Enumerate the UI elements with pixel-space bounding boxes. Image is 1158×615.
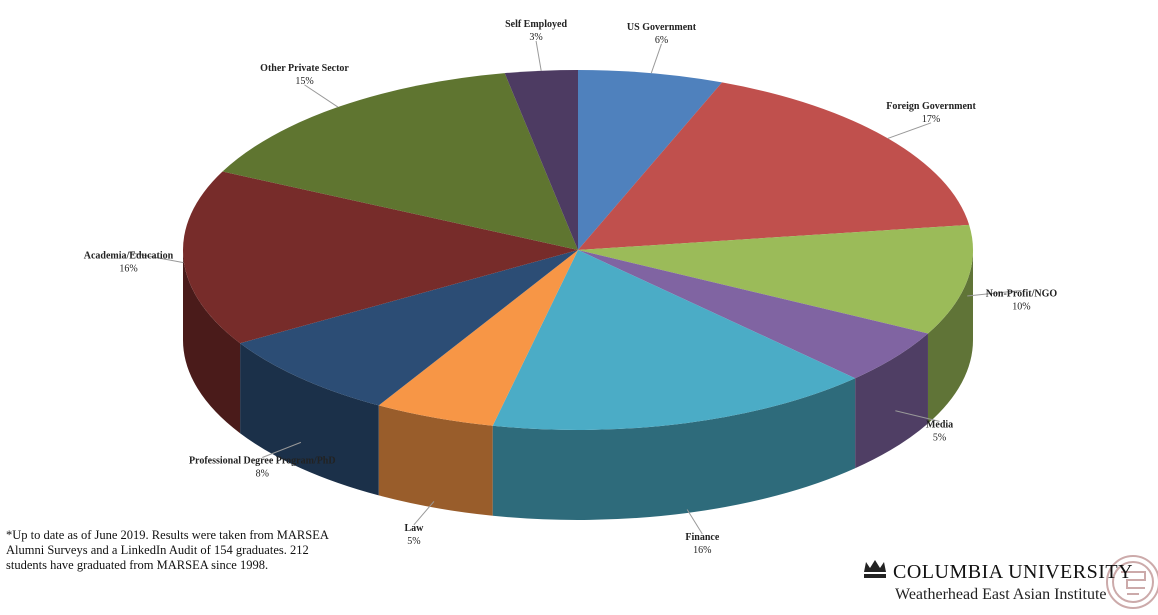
- value-label: 16%: [119, 263, 137, 274]
- logo-university: COLUMBIA UNIVERSITY: [893, 561, 1134, 583]
- slice-side: [378, 405, 493, 516]
- value-label: 3%: [529, 32, 542, 43]
- category-label: Non-Profit/NGO: [986, 288, 1058, 299]
- slice-side: [492, 378, 856, 521]
- slice: [578, 224, 973, 334]
- slice-sides: [183, 250, 973, 521]
- leader-line: [967, 289, 1022, 297]
- leader-line: [686, 509, 703, 535]
- slice: [578, 250, 928, 379]
- slice-tops: [183, 70, 973, 430]
- slice: [578, 70, 723, 250]
- slice-side: [240, 343, 379, 496]
- value-label: 5%: [407, 536, 420, 547]
- value-label: 6%: [655, 35, 668, 46]
- category-label: Academia/Education: [84, 250, 174, 261]
- slice: [183, 171, 579, 344]
- labels: US Government 6% Foreign Government 17% Non-…: [84, 19, 1058, 556]
- slice: [240, 250, 579, 406]
- category-label: Foreign Government: [886, 101, 976, 112]
- leader-line: [887, 122, 932, 139]
- category-label: Other Private Sector: [260, 63, 349, 74]
- slice: [222, 73, 578, 250]
- slice: [578, 82, 970, 250]
- leader-line: [413, 501, 435, 526]
- leader-line: [304, 84, 339, 108]
- category-label: Self Employed: [505, 19, 567, 30]
- slice-side: [183, 250, 241, 434]
- crown-icon: [864, 560, 886, 578]
- leader-line: [262, 441, 302, 458]
- value-label: 17%: [922, 114, 940, 125]
- category-label: Law: [404, 523, 424, 534]
- slice-side: [927, 250, 973, 424]
- category-label: US Government: [627, 22, 697, 33]
- emblem: [1106, 555, 1158, 609]
- leader-line: [895, 410, 940, 422]
- leader-line: [128, 251, 184, 264]
- logo-institute: Weatherhead East Asian Institute: [895, 586, 1107, 603]
- slice-side: [855, 333, 928, 469]
- leader-line: [650, 43, 662, 74]
- value-label: 5%: [933, 432, 946, 443]
- slice: [492, 250, 856, 430]
- leader-line: [535, 40, 542, 71]
- slice: [378, 250, 578, 426]
- category-label: Professional Degree Program/PhD: [189, 455, 336, 466]
- slice: [504, 70, 578, 250]
- value-label: 8%: [256, 468, 269, 479]
- category-label: Finance: [685, 532, 719, 543]
- value-label: 15%: [295, 76, 313, 87]
- value-label: 16%: [693, 545, 711, 556]
- footnote: *Up to date as of June 2019. Results wer…: [6, 528, 329, 572]
- value-label: 10%: [1012, 301, 1030, 312]
- category-label: Media: [926, 419, 953, 430]
